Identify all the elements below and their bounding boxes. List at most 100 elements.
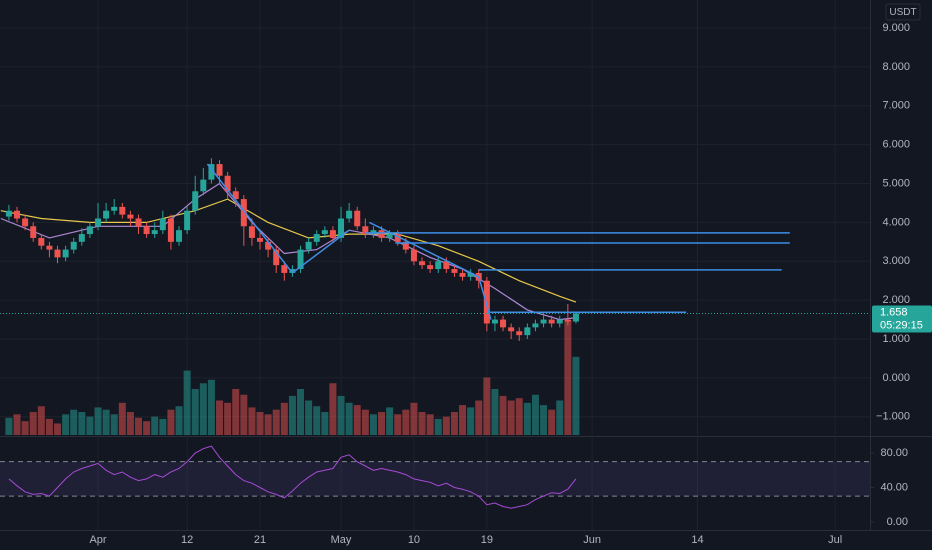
candle-body [184,210,191,231]
candle-body [143,226,150,235]
volume-bar [345,402,353,435]
volume-bar [337,395,345,435]
volume-bar [572,356,580,435]
volume-bar [426,414,434,435]
y-tick-label: 1.000 [882,333,910,345]
volume-bar [305,400,313,435]
volume-bar [151,416,159,435]
candle-body [265,241,272,250]
candle-body [200,179,207,192]
x-tick-label: 14 [691,534,703,546]
volume-bar [70,409,78,435]
volume-bar [175,406,183,435]
volume-bar [272,409,280,435]
currency-label: USDT [889,7,916,18]
volume-bar [232,389,240,435]
volume-bar [297,389,305,435]
volume-bar [280,402,288,435]
y-tick-label: 9.000 [882,22,910,34]
rsi-tick-label: 40.00 [880,481,908,493]
volume-bar [29,412,37,435]
volume-bar [264,414,272,435]
candle-body [410,249,417,262]
volume-bar [248,407,256,435]
x-tick-label: Jul [828,534,842,546]
last-price-label: 1.658 [880,306,908,318]
volume-bar [224,402,232,435]
candle-body [103,210,110,219]
candle-body [524,327,531,336]
candle-body [232,191,239,200]
candle-body [491,319,498,324]
volume-bar [191,389,199,435]
moving-average-line [0,182,576,321]
candle-body [46,245,53,250]
candle-body [248,226,255,238]
volume-bar [540,405,548,435]
candle-body [297,249,304,270]
y-tick-label: 0.000 [882,372,910,384]
volume-bar [183,370,191,435]
candle-body [540,319,547,324]
volume-bar [216,400,224,435]
candle-body [386,234,393,238]
volume-bar [499,395,507,435]
candle-body [5,210,12,217]
volume-bar [410,402,418,435]
y-tick-label: 2.000 [882,294,910,306]
volume-bar [102,409,110,435]
volume-bar [110,414,118,435]
x-tick-label: 12 [181,534,193,546]
volume-bar [313,406,321,435]
volume-bar [434,418,442,435]
currency-box[interactable] [885,3,921,21]
volume-bar [21,421,29,435]
volume-bar [240,394,248,435]
candle-body [224,175,231,192]
trend-line [369,221,480,278]
volume-bar [329,383,337,435]
x-tick-label: May [331,534,352,546]
volume-bar [126,412,134,435]
volume-bar [37,406,45,435]
candle-body [78,234,85,242]
y-tick-label: 4.000 [882,216,910,228]
volume-bar [548,409,556,435]
candle-body [95,218,102,227]
candle-body [54,249,61,258]
volume-bar [288,395,296,435]
candle-body [532,323,539,328]
volume-bar [369,414,377,435]
candle-body [362,226,369,235]
candle-body [313,234,320,242]
candle-body [119,206,126,215]
candle-body [30,226,37,238]
volume-bar [353,405,361,435]
candle-body [443,261,450,270]
candle-body [86,226,93,235]
y-tick-label: 8.000 [882,61,910,73]
candle-body [329,230,336,238]
volume-bar [556,400,564,435]
volume-bar [159,418,167,435]
x-tick-label: Apr [89,534,106,546]
candle-body [338,218,345,238]
x-tick-label: 19 [481,534,493,546]
candle-body [572,313,579,322]
volume-bar [418,412,426,435]
volume-bar [361,409,369,435]
candle-body [62,249,69,258]
candle-body [216,164,223,176]
volume-bar [450,412,458,435]
volume-bar [467,407,475,435]
volume-bar [491,389,499,435]
candle-body [419,261,426,266]
candle-body [305,241,312,250]
candle-body [378,230,385,238]
candle-body [208,164,215,180]
volume-bar [86,416,94,435]
candle-body [508,327,515,332]
